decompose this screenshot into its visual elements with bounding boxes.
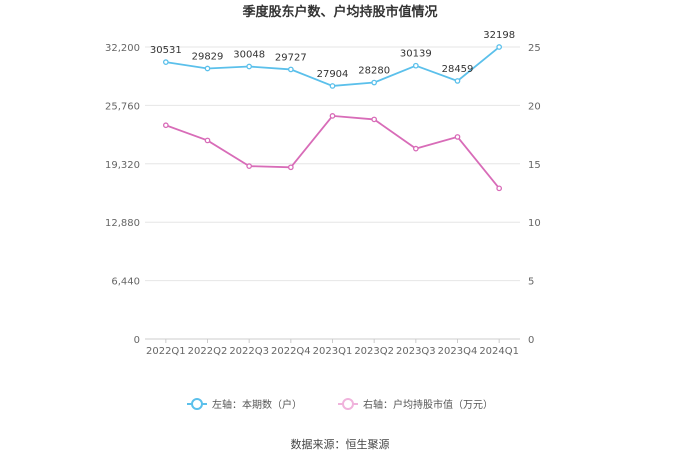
x-axis-tick-label: 2023Q1 xyxy=(313,346,353,357)
legend-item-avg-value[interactable]: 右轴：户均持股市值（万元） xyxy=(338,396,493,411)
data-point-0 xyxy=(287,66,294,73)
left-axis-tick-label: 0 xyxy=(134,335,140,346)
chart-title: 季度股东户数、户均持股市值情况 xyxy=(241,4,437,20)
data-point-0 xyxy=(204,65,211,72)
data-label: 28280 xyxy=(358,66,390,77)
data-point-1 xyxy=(246,163,253,169)
data-point-0 xyxy=(329,83,336,89)
grid xyxy=(145,46,520,282)
left-axis-tick-label: 19,320 xyxy=(105,160,140,171)
data-point-1 xyxy=(454,134,461,140)
x-axis-tick-label: 2023Q3 xyxy=(396,346,436,357)
data-label: 30139 xyxy=(400,49,432,60)
data-point-1 xyxy=(371,116,378,123)
left-axis-tick-label: 25,760 xyxy=(105,101,140,112)
x-axis-tick-label: 2024Q1 xyxy=(479,346,519,357)
data-point-1 xyxy=(287,164,294,171)
right-axis-tick-label: 0 xyxy=(528,335,534,346)
legend: 左轴：本期数（户） 右轴：户均持股市值（万元） xyxy=(0,396,680,411)
x-axis-tick-label: 2022Q1 xyxy=(146,346,186,357)
series-line-1 xyxy=(165,114,500,189)
axes: 0 0 6,440 5 12,880 10 19,320 15 25,760 20 32,200 25… xyxy=(105,43,541,357)
data-point-0 xyxy=(412,62,419,69)
x-axis-tick-label: 2023Q2 xyxy=(354,346,394,357)
data-point-0 xyxy=(454,78,461,84)
x-axis-tick-label: 2022Q2 xyxy=(188,346,228,357)
data-point-1 xyxy=(162,122,169,129)
data-label: 30048 xyxy=(233,50,265,61)
data-point-1 xyxy=(412,145,419,152)
data-point-1 xyxy=(329,113,336,119)
data-point-0 xyxy=(496,44,503,50)
x-axis-tick-label: 2022Q3 xyxy=(229,346,269,357)
left-axis-tick-label: 32,200 xyxy=(105,43,140,54)
left-axis-tick-label: 12,880 xyxy=(105,218,140,229)
data-point-1 xyxy=(496,185,503,192)
data-label: 29727 xyxy=(275,52,307,63)
x-axis-tick-label: 2022Q4 xyxy=(271,346,311,357)
data-point-0 xyxy=(246,63,253,70)
right-axis-tick-label: 15 xyxy=(528,160,541,171)
legend-line-circle-icon xyxy=(338,397,358,410)
series-layer: 30531 29829 30048 29727 27904 28280 30139 28459… xyxy=(150,30,515,192)
right-axis-tick-label: 25 xyxy=(528,43,541,54)
data-label: 28459 xyxy=(442,64,474,75)
right-axis-tick-label: 5 xyxy=(528,277,534,288)
data-point-0 xyxy=(371,79,378,86)
data-label: 30531 xyxy=(150,45,182,56)
data-source: 数据来源：恒生聚源 xyxy=(290,438,390,451)
legend-item-households[interactable]: 左轴：本期数（户） xyxy=(187,396,302,411)
data-point-1 xyxy=(204,137,211,144)
right-axis-tick-label: 10 xyxy=(528,218,541,229)
left-axis-tick-label: 6,440 xyxy=(111,277,140,288)
legend-label: 右轴：户均持股市值（万元） xyxy=(363,400,493,411)
x-axis-tick-label: 2023Q4 xyxy=(438,346,478,357)
legend-line-circle-icon xyxy=(187,397,207,410)
data-label: 27904 xyxy=(317,69,349,80)
right-axis-tick-label: 20 xyxy=(528,101,541,112)
data-label: 32198 xyxy=(483,30,515,41)
data-label: 29829 xyxy=(192,52,224,63)
legend-label: 左轴：本期数（户） xyxy=(212,400,302,411)
data-point-0 xyxy=(162,59,169,65)
